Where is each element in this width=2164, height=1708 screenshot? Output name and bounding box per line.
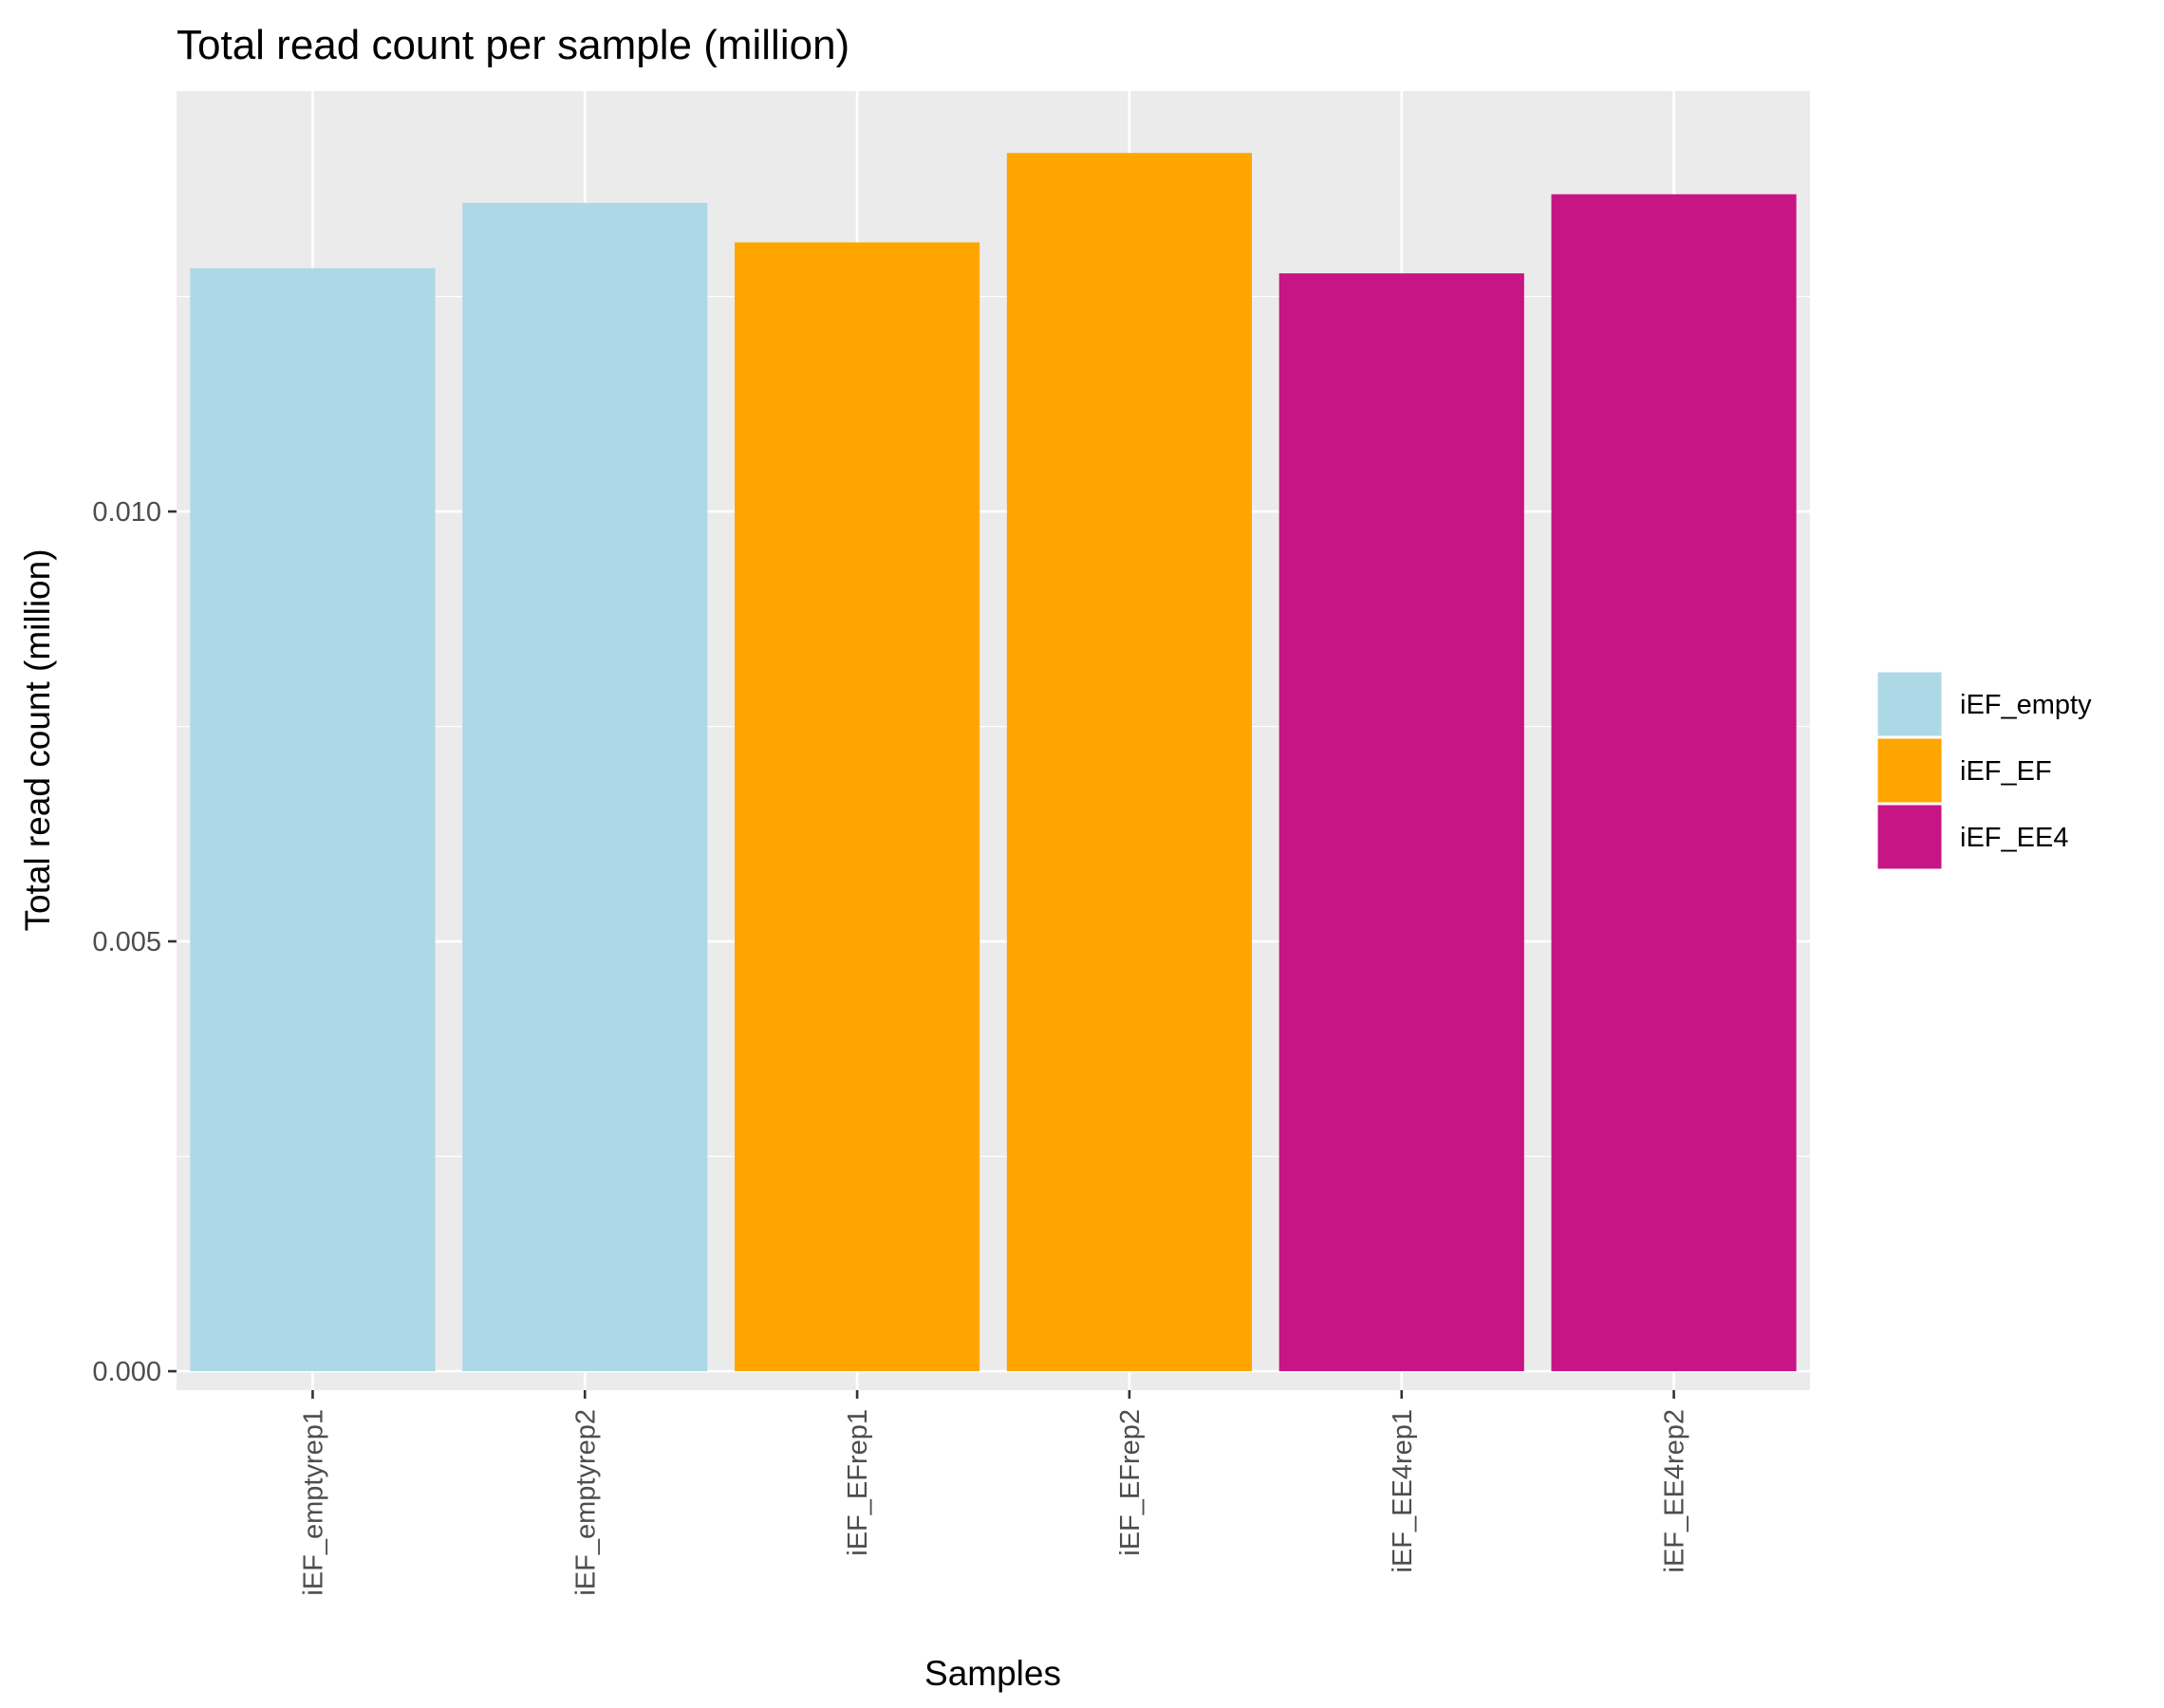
- legend-key-iEF_EE4: [1875, 802, 1945, 872]
- y-tick-label: 0.010: [92, 497, 161, 528]
- x-tick-label: iEF_EE4rep1: [1388, 1409, 1418, 1573]
- x-tick-label: iEF_EFrep1: [843, 1409, 873, 1556]
- legend-label: iEF_EF: [1960, 756, 2052, 787]
- chart-title: Total read count per sample (million): [177, 22, 849, 68]
- x-tick-label: iEF_emptyrep2: [570, 1409, 601, 1596]
- legend-key-iEF_EF: [1875, 735, 1945, 806]
- legend-key-iEF_empty: [1875, 669, 1945, 739]
- bar-iEF_EE4rep2: [1551, 194, 1797, 1372]
- legend-label: iEF_empty: [1960, 690, 2092, 720]
- bar-iEF_emptyrep2: [462, 202, 708, 1372]
- x-axis-title: Samples: [924, 1654, 1061, 1693]
- plot-panel: [177, 91, 1810, 1390]
- x-axis: iEF_emptyrep1 iEF_emptyrep2 iEF_EFrep1 iEF_…: [298, 1390, 1690, 1596]
- legend-label: iEF_EE4: [1960, 823, 2068, 853]
- y-tick-label: 0.005: [92, 927, 161, 957]
- bar-iEF_EFrep2: [1006, 153, 1252, 1372]
- x-tick-label: iEF_EFrep2: [1115, 1409, 1146, 1556]
- x-tick-label: iEF_EE4rep2: [1660, 1409, 1690, 1573]
- legend: iEF_empty iEF_EF iEF_EE4: [1875, 669, 2092, 872]
- y-axis-title: Total read count (million): [18, 548, 57, 931]
- bars: [190, 153, 1797, 1372]
- bar-iEF_emptyrep1: [190, 268, 436, 1372]
- bar-iEF_EE4rep1: [1278, 273, 1524, 1372]
- y-tick-label: 0.000: [92, 1357, 161, 1387]
- minor-gridlines: [177, 295, 1810, 1158]
- x-tick-label: iEF_emptyrep1: [298, 1409, 328, 1596]
- bar-iEF_EFrep1: [735, 242, 980, 1372]
- y-axis: 0.000 0.005 0.010: [92, 497, 177, 1387]
